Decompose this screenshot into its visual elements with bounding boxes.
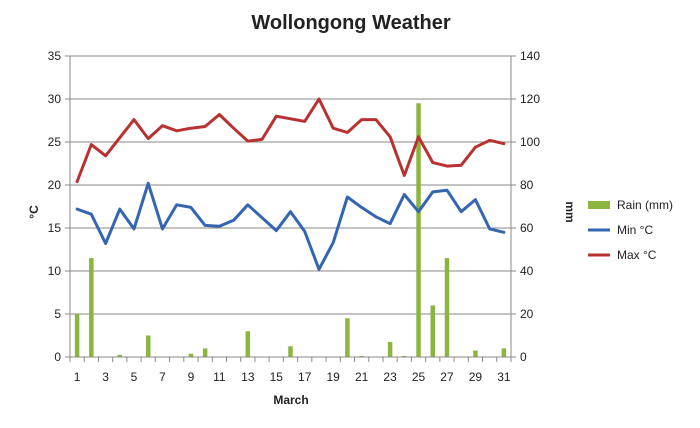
x-tick-label: 1 [74,370,81,384]
x-tick-label: 17 [298,370,312,384]
y-right-tick-label: 100 [520,135,540,149]
chart-title: Wollongong Weather [251,12,450,34]
y-left-tick-label: 25 [48,135,62,149]
rain-bar [444,258,450,357]
y-axis-left-label: °C [27,205,41,219]
y-left-tick-label: 5 [54,307,61,321]
y-right-tick-label: 20 [520,307,534,321]
y-left-tick-label: 30 [48,92,62,106]
rain-bar [288,346,293,357]
y-left-tick-label: 0 [54,350,61,364]
rain-bar [188,353,194,357]
x-tick-label: 7 [159,370,166,384]
y-left-tick-label: 20 [48,178,62,192]
rain-bar [501,348,507,357]
y-right-tick-label: 140 [520,49,540,63]
rain-bar [117,354,123,357]
max-temp-line [75,97,506,184]
axis-labels: Wollongong Weather March °C mm [27,12,577,407]
legend-label: Rain (mm) [617,198,673,212]
rain-bar [89,258,94,357]
legend-label: Max °C [617,248,657,262]
gridlines [70,55,511,358]
y-right-tick-label: 0 [520,350,527,364]
rain-bar [74,314,80,357]
x-tick-label: 3 [102,370,109,384]
legend-swatch-rain [588,201,610,209]
min-temp-line [75,181,506,271]
y-right-tick-label: 80 [520,178,534,192]
x-tick-label: 5 [131,370,138,384]
legend: Rain (mm) Min °C Max °C [588,198,673,262]
x-tick-label: 25 [412,370,426,384]
rain-bar [473,350,478,357]
y-right-tick-label: 60 [520,221,534,235]
y-axis-right-label: mm [563,201,577,222]
rain-bar [387,341,393,357]
x-tick-label: 21 [355,370,369,384]
rain-bar [430,305,436,357]
x-tick-label: 15 [270,370,284,384]
y-right-tick-label: 120 [520,92,540,106]
rain-bars [74,103,507,357]
x-tick-label: 19 [326,370,340,384]
rain-bar [202,348,208,357]
y-left-tick-label: 35 [48,49,62,63]
rain-bar [345,318,350,357]
x-tick-label: 23 [383,370,397,384]
rain-bar [416,103,421,357]
x-tick-label: 27 [440,370,454,384]
x-tick-label: 31 [497,370,511,384]
rain-bar [245,331,251,357]
x-tick-label: 11 [213,370,226,384]
x-tick-label: 9 [188,370,195,384]
rain-bar [402,355,407,357]
temperature-lines [75,97,506,271]
legend-label: Min °C [617,223,653,237]
x-axis-label: March [273,393,308,407]
y-right-tick-label: 40 [520,264,534,278]
rain-bar [359,355,364,357]
y-left-tick-label: 10 [48,264,62,278]
y-left-tick-label: 15 [48,221,62,235]
x-tick-label: 13 [241,370,255,384]
rain-bar [145,335,151,357]
x-tick-label: 29 [469,370,483,384]
